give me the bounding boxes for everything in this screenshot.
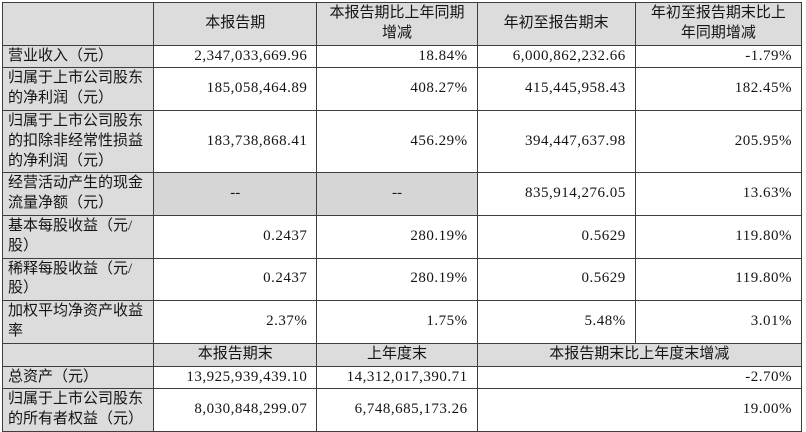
row-total-assets: 总资产（元） 13,925,939,439.10 14,312,017,390.… (1, 365, 803, 390)
col-header-period-change: 本报告期比上年同期 增减 (316, 2, 478, 46)
cell-net-profit-ytd: 415,445,958.43 (476, 67, 636, 111)
cell-revenue-change: 18.84% (316, 44, 478, 69)
cell-equity-prior-year: 6,748,685,173.26 (316, 388, 478, 432)
row-label-basic-eps: 基本每股收益（元/ 股） (1, 214, 155, 259)
cell-basic-eps-current: 0.2437 (153, 214, 318, 259)
cell-excl-ytd-change: 205.95% (634, 109, 803, 174)
cell-diluted-eps-change: 280.19% (316, 257, 478, 302)
col-header-yearend-change: 本报告期末比上年度末增减 (476, 342, 803, 367)
period-header-row: 本报告期 本报告期比上年同期 增减 年初至报告期末 年初至报告期末比上 年同期增… (1, 2, 803, 46)
row-operating-cash-flow: 经营活动产生的现金 流量净额（元） -- -- 835,914,276.05 1… (1, 172, 803, 216)
cell-roe-current: 2.37% (153, 300, 318, 344)
cell-cash-flow-ytd: 835,914,276.05 (476, 172, 636, 216)
cell-roe-ytd-change: 3.01% (634, 300, 803, 344)
col-header-prior-year-end: 上年度末 (316, 342, 478, 367)
col-header-period-end: 本报告期末 (153, 342, 318, 367)
cell-net-profit-current: 185,058,464.89 (153, 67, 318, 111)
corner-cell-2 (1, 342, 155, 367)
cell-diluted-eps-ytd: 0.5629 (476, 257, 636, 302)
row-shareholders-equity: 归属于上市公司股东 的所有者权益（元） 8,030,848,299.07 6,7… (1, 388, 803, 432)
col-header-current-period: 本报告期 (153, 2, 318, 46)
cell-excl-current: 183,738,868.41 (153, 109, 318, 174)
cell-roe-ytd: 5.48% (476, 300, 636, 344)
row-net-profit: 归属于上市公司股东 的净利润（元） 185,058,464.89 408.27%… (1, 67, 803, 111)
yearend-header-row: 本报告期末 上年度末 本报告期末比上年度末增减 (1, 342, 803, 367)
col-header-year-to-date: 年初至报告期末 (476, 2, 636, 46)
cell-basic-eps-change: 280.19% (316, 214, 478, 259)
cell-diluted-eps-current: 0.2437 (153, 257, 318, 302)
cell-total-assets-prior-year: 14,312,017,390.71 (316, 365, 478, 390)
cell-equity-period-end: 8,030,848,299.07 (153, 388, 318, 432)
cell-revenue-ytd: 6,000,862,232.66 (476, 44, 636, 69)
cell-diluted-eps-ytd-change: 119.80% (634, 257, 803, 302)
row-diluted-eps: 稀释每股收益（元/ 股） 0.2437 280.19% 0.5629 119.8… (1, 257, 803, 302)
cell-cash-flow-change: -- (316, 172, 478, 216)
row-label-diluted-eps: 稀释每股收益（元/ 股） (1, 257, 155, 302)
col-header-ytd-change: 年初至报告期末比上 年同期增减 (634, 2, 803, 46)
row-weighted-avg-roe: 加权平均净资产收益 率 2.37% 1.75% 5.48% 3.01% (1, 300, 803, 344)
row-label-weighted-avg-roe: 加权平均净资产收益 率 (1, 300, 155, 344)
row-label-total-assets: 总资产（元） (1, 365, 155, 390)
cell-excl-ytd: 394,447,637.98 (476, 109, 636, 174)
row-label-net-profit: 归属于上市公司股东 的净利润（元） (1, 67, 155, 111)
cell-net-profit-ytd-change: 182.45% (634, 67, 803, 111)
cell-revenue-current: 2,347,033,669.96 (153, 44, 318, 69)
cell-basic-eps-ytd-change: 119.80% (634, 214, 803, 259)
row-label-revenue: 营业收入（元） (1, 44, 155, 69)
cell-revenue-ytd-change: -1.79% (634, 44, 803, 69)
cell-excl-change: 456.29% (316, 109, 478, 174)
cell-total-assets-period-end: 13,925,939,439.10 (153, 365, 318, 390)
row-label-net-profit-excl-nonrecurring: 归属于上市公司股东 的扣除非经常性损益 的净利润（元） (1, 109, 155, 174)
row-basic-eps: 基本每股收益（元/ 股） 0.2437 280.19% 0.5629 119.8… (1, 214, 803, 259)
cell-total-assets-change: -2.70% (476, 365, 803, 390)
row-label-shareholders-equity: 归属于上市公司股东 的所有者权益（元） (1, 388, 155, 432)
cell-roe-change: 1.75% (316, 300, 478, 344)
cell-basic-eps-ytd: 0.5629 (476, 214, 636, 259)
corner-cell (1, 2, 155, 46)
cell-net-profit-change: 408.27% (316, 67, 478, 111)
cell-cash-flow-current: -- (153, 172, 318, 216)
row-revenue: 营业收入（元） 2,347,033,669.96 18.84% 6,000,86… (1, 44, 803, 69)
cell-equity-change: 19.00% (476, 388, 803, 432)
row-net-profit-excl-nonrecurring: 归属于上市公司股东 的扣除非经常性损益 的净利润（元） 183,738,868.… (1, 109, 803, 174)
cell-cash-flow-ytd-change: 13.63% (634, 172, 803, 216)
row-label-operating-cash-flow: 经营活动产生的现金 流量净额（元） (1, 172, 155, 216)
